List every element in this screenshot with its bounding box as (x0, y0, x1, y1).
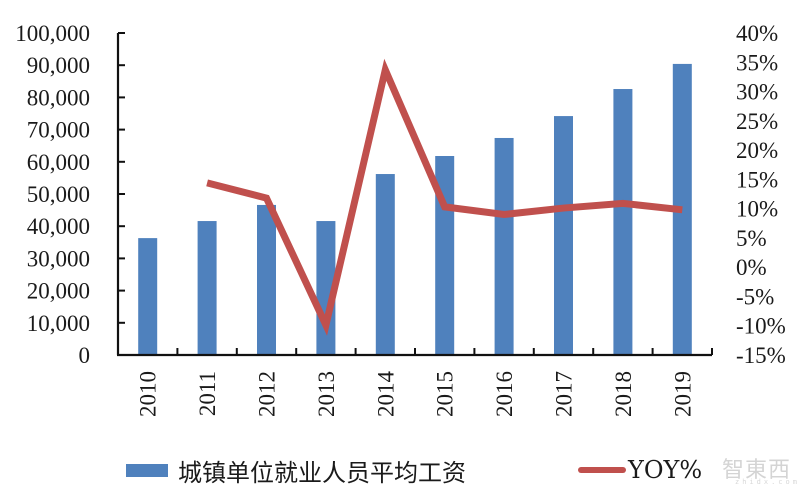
x-tick-label: 2013 (314, 371, 339, 417)
x-tick-label: 2015 (433, 371, 458, 417)
bar-swatch-icon (126, 463, 168, 477)
wage-bars (138, 63, 692, 356)
legend-item-yoy: YOY% (578, 450, 702, 490)
left-tick-label: 100,000 (15, 21, 90, 46)
right-tick-label: 25% (736, 109, 778, 134)
x-tick-label: 2016 (492, 371, 517, 417)
left-tick-label: 60,000 (27, 150, 90, 175)
left-tick-label: 0 (79, 343, 91, 368)
watermark-url: zhidx.com (735, 478, 800, 486)
wage-bar (554, 116, 573, 356)
right-tick-label: 30% (736, 80, 778, 105)
x-tick-label: 2010 (136, 371, 161, 417)
right-tick-label: 10% (736, 197, 778, 222)
wage-bar (375, 174, 395, 355)
left-tick-label: 40,000 (27, 214, 90, 239)
right-tick-label: 5% (736, 226, 767, 251)
left-tick-label: 50,000 (27, 182, 90, 207)
left-y-axis: 0 10,000 20,000 30,000 40,000 50,000 60,000 70,… (15, 21, 125, 368)
x-tick-label: 2019 (670, 371, 695, 417)
legend-label-yoy: YOY% (628, 456, 703, 484)
right-tick-label: 35% (736, 50, 778, 75)
legend-label-wage: 城镇单位就业人员平均工资 (178, 458, 466, 487)
wage-bar (613, 89, 633, 355)
left-tick-label: 70,000 (27, 118, 90, 143)
x-tick-label: 2017 (552, 371, 577, 417)
left-tick-label: 30,000 (27, 246, 90, 271)
x-axis: 2010 2011 2012 2013 2014 2015 2016 2017 2018 2019 (117, 348, 713, 418)
right-tick-label: -15% (736, 343, 786, 368)
yoy-line (206, 58, 683, 336)
x-tick-label: 2012 (255, 371, 280, 417)
right-tick-label: -10% (736, 314, 786, 339)
x-tick-label: 2014 (373, 371, 398, 418)
right-tick-label: 20% (736, 138, 778, 163)
left-tick-label: 90,000 (27, 53, 90, 78)
x-tick-label: 2011 (195, 371, 220, 416)
legend-item-wage: 城镇单位就业人员平均工资 (126, 450, 466, 490)
legend: 城镇单位就业人员平均工资 YOY% (0, 450, 800, 490)
wage-bar (138, 238, 158, 355)
left-tick-label: 80,000 (27, 85, 90, 110)
right-y-axis: -15% -10% -5% 0% 5% 10% 15% 20% 25% 30% 35% 40% (736, 21, 786, 368)
right-tick-label: -5% (736, 284, 774, 309)
line-swatch-icon (578, 467, 626, 473)
watermark-logo: 智東西 (722, 458, 792, 483)
wage-bar (257, 204, 276, 355)
yoy-polyline (206, 58, 683, 336)
right-tick-label: 15% (736, 167, 778, 192)
left-tick-label: 20,000 (27, 279, 90, 304)
right-tick-label: 40% (736, 21, 778, 46)
left-tick-label: 10,000 (27, 311, 90, 336)
x-tick-label: 2018 (611, 371, 636, 417)
wage-bar (494, 137, 514, 355)
right-tick-label: 0% (736, 255, 767, 280)
wage-bar (197, 221, 217, 355)
